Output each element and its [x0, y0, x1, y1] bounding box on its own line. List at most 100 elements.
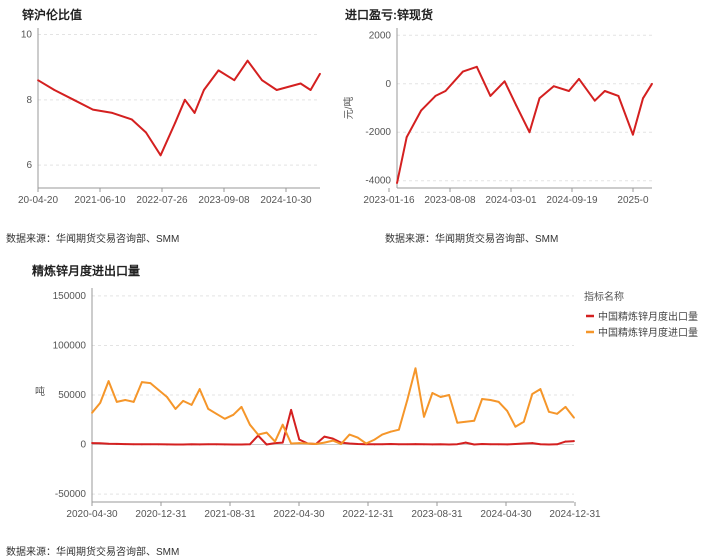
data-point — [556, 412, 558, 415]
x-tick-label: 2024-12-31 — [549, 509, 601, 520]
data-point — [414, 367, 417, 370]
data-point — [564, 440, 567, 443]
data-point — [215, 443, 218, 446]
data-point — [340, 443, 342, 445]
data-point — [207, 443, 210, 446]
data-point — [233, 79, 236, 82]
chart-import-profit: -4000 -2000 0 2000 2023-01-16 2023-08-08 2024-… — [342, 28, 653, 206]
data-point — [539, 443, 542, 446]
data-point — [281, 423, 284, 426]
data-point — [174, 407, 177, 410]
data-point — [356, 436, 359, 439]
data-point — [405, 136, 408, 138]
data-point — [174, 121, 177, 124]
data-point — [207, 407, 210, 410]
data-point — [503, 80, 506, 83]
data-point — [448, 443, 450, 446]
data-point — [497, 401, 500, 403]
data-point — [174, 443, 177, 446]
x-tick-label: 2021-06-10 — [74, 195, 126, 206]
x-tick-label: 2025-0 — [617, 195, 649, 206]
data-point — [115, 443, 118, 445]
chart-source: 数据来源：华闻期货交易咨询部、SMM — [6, 547, 180, 558]
data-point — [323, 435, 326, 438]
data-point — [215, 412, 218, 415]
data-point — [115, 401, 118, 403]
data-point — [522, 442, 525, 445]
y-tick-label: 0 — [80, 440, 86, 451]
data-point — [124, 443, 127, 446]
x-tick-label: 2024-09-19 — [546, 195, 598, 206]
data-point — [91, 442, 93, 444]
data-point — [448, 394, 450, 396]
data-point — [564, 405, 567, 408]
data-point — [473, 419, 476, 422]
chart-title: 进口盈亏:锌现货 — [345, 8, 433, 22]
data-point — [331, 439, 334, 442]
chart-zinc-ratio: 6 8 10 20-04-20 2021-06-10 2022-07-26 2023-09-… — [18, 28, 321, 206]
data-point — [298, 438, 301, 441]
data-point — [475, 65, 478, 68]
y-tick-label: 6 — [26, 160, 32, 171]
data-point — [497, 443, 500, 446]
data-point — [149, 443, 152, 446]
data-point — [464, 441, 467, 444]
chart-title: 精炼锌月度进出口量 — [32, 264, 141, 278]
data-point — [203, 89, 205, 91]
data-point — [99, 402, 102, 404]
data-point — [462, 70, 464, 73]
data-point — [91, 411, 93, 414]
data-point — [107, 380, 110, 383]
data-point — [552, 85, 555, 88]
data-point — [389, 430, 392, 433]
data-point — [573, 416, 575, 419]
y-tick-label: 0 — [385, 79, 391, 90]
chart-import-profit-panel: 进口盈亏:锌现货 -4000 -2000 0 2000 2023-01-16 2023-0… — [340, 0, 709, 250]
data-point — [434, 94, 437, 97]
data-point — [265, 443, 268, 446]
chart-trade: -50000 0 50000 100000 150000 2020-04-30 2020-1… — [35, 288, 698, 520]
data-point — [397, 443, 400, 446]
data-point — [423, 443, 425, 446]
data-point — [92, 108, 94, 111]
y-axis-title: 元/吨 — [342, 97, 355, 120]
data-point — [464, 420, 467, 423]
data-point — [439, 443, 442, 446]
x-tick-label: 2023-09-08 — [198, 195, 250, 206]
data-point — [145, 131, 147, 134]
data-point — [506, 443, 509, 446]
data-point — [182, 443, 185, 446]
data-point — [348, 442, 351, 445]
data-point — [130, 118, 133, 121]
y-tick-label: 50000 — [58, 390, 86, 401]
data-point — [182, 400, 185, 402]
data-point — [381, 443, 384, 446]
data-point — [456, 421, 459, 424]
x-tick-label: 2023-01-16 — [363, 195, 415, 206]
data-point — [556, 443, 558, 446]
data-point — [323, 441, 326, 444]
data-point — [290, 442, 293, 445]
x-tick-label: 2022-12-31 — [342, 509, 394, 520]
data-point — [298, 442, 301, 444]
data-point — [249, 423, 251, 426]
chart-source: 数据来源：华闻期货交易咨询部、SMM — [385, 234, 559, 245]
data-point — [397, 428, 400, 431]
data-point — [132, 443, 135, 446]
data-point — [331, 437, 334, 440]
data-point — [99, 442, 102, 445]
y-tick-label: 100000 — [53, 340, 87, 351]
data-point — [240, 443, 243, 446]
data-point — [456, 443, 459, 446]
data-point — [506, 409, 509, 412]
data-point — [72, 98, 75, 101]
data-point — [232, 413, 235, 416]
chart-title: 锌沪伦比值 — [22, 8, 83, 22]
data-point — [420, 109, 423, 112]
chart-trade-panel: 精炼锌月度进出口量 -50000 0 50000 100000 150000 2020-0… — [0, 255, 709, 560]
data-point — [396, 182, 398, 185]
data-point — [223, 417, 226, 420]
data-point — [578, 78, 580, 80]
data-point — [389, 443, 392, 445]
data-point — [515, 104, 518, 107]
